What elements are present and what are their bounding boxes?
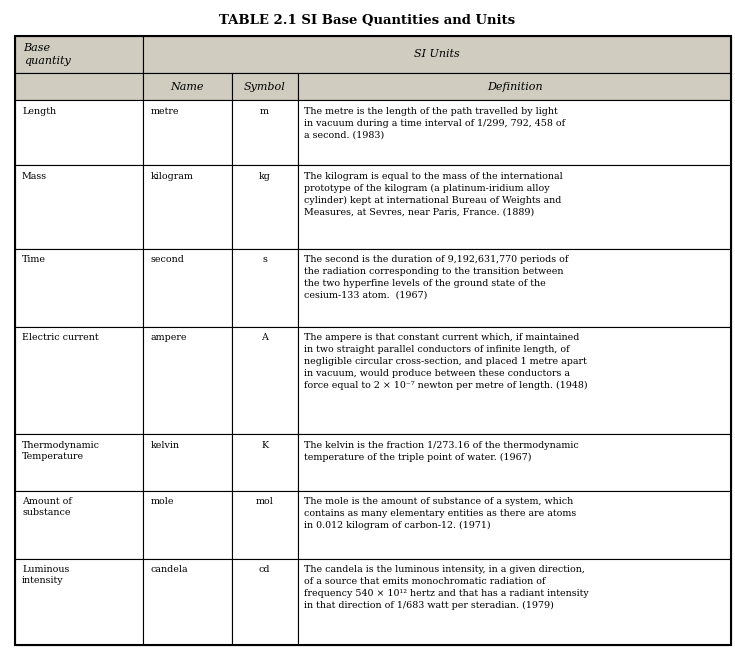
Bar — [15, 434, 143, 491]
Bar — [143, 165, 232, 249]
Bar — [232, 249, 298, 327]
Bar — [143, 73, 232, 100]
Bar — [143, 434, 232, 491]
Text: Time: Time — [22, 255, 46, 264]
Bar — [15, 165, 143, 249]
Bar — [15, 73, 143, 100]
Text: The kilogram is equal to the mass of the international
prototype of the kilogram: The kilogram is equal to the mass of the… — [304, 172, 562, 216]
Bar — [298, 559, 731, 645]
Bar — [232, 165, 298, 249]
Text: Electric current: Electric current — [22, 333, 98, 342]
Text: candela: candela — [151, 565, 188, 574]
Text: cd: cd — [259, 565, 270, 574]
Bar — [15, 36, 143, 73]
Text: ampere: ampere — [151, 333, 187, 342]
Text: A: A — [261, 333, 268, 342]
Text: kelvin: kelvin — [151, 441, 179, 450]
Text: Definition: Definition — [487, 82, 542, 92]
Text: The candela is the luminous intensity, in a given direction,
of a source that em: The candela is the luminous intensity, i… — [304, 565, 588, 610]
Text: kg: kg — [259, 172, 270, 181]
Text: TABLE 2.1 SI Base Quantities and Units: TABLE 2.1 SI Base Quantities and Units — [220, 14, 515, 27]
Text: Amount of
substance: Amount of substance — [22, 497, 72, 517]
Bar — [143, 327, 232, 434]
Bar — [15, 327, 143, 434]
Text: mole: mole — [151, 497, 174, 506]
Text: The kelvin is the fraction 1/273.16 of the thermodynamic
temperature of the trip: The kelvin is the fraction 1/273.16 of t… — [304, 441, 578, 461]
Text: Name: Name — [171, 82, 204, 92]
Bar — [232, 327, 298, 434]
Text: Symbol: Symbol — [244, 82, 285, 92]
Bar — [232, 559, 298, 645]
Bar — [143, 100, 232, 165]
Bar — [298, 73, 731, 100]
Bar — [15, 559, 143, 645]
Text: Base
quantity: Base quantity — [24, 43, 71, 65]
Bar — [232, 100, 298, 165]
Text: metre: metre — [151, 107, 179, 116]
Bar — [143, 559, 232, 645]
Text: Thermodynamic
Temperature: Thermodynamic Temperature — [22, 441, 100, 461]
Text: The second is the duration of 9,192,631,770 periods of
the radiation correspondi: The second is the duration of 9,192,631,… — [304, 255, 568, 300]
Bar — [232, 73, 298, 100]
Bar — [232, 491, 298, 559]
Bar — [143, 249, 232, 327]
Bar — [298, 327, 731, 434]
Bar — [298, 434, 731, 491]
Text: Mass: Mass — [22, 172, 47, 181]
Text: Luminous
intensity: Luminous intensity — [22, 565, 69, 585]
Bar — [298, 249, 731, 327]
Bar — [143, 491, 232, 559]
Text: mol: mol — [256, 497, 273, 506]
Text: m: m — [260, 107, 269, 116]
Text: The ampere is that constant current which, if maintained
in two straight paralle: The ampere is that constant current whic… — [304, 333, 587, 389]
Text: second: second — [151, 255, 184, 264]
Text: s: s — [262, 255, 267, 264]
Bar — [15, 491, 143, 559]
Bar — [15, 249, 143, 327]
Text: The metre is the length of the path travelled by light
in vacuum during a time i: The metre is the length of the path trav… — [304, 107, 564, 139]
Text: K: K — [261, 441, 268, 450]
Text: kilogram: kilogram — [151, 172, 193, 181]
Text: SI Units: SI Units — [415, 49, 460, 60]
Bar — [298, 165, 731, 249]
Text: Length: Length — [22, 107, 56, 116]
Bar — [298, 491, 731, 559]
Bar — [143, 36, 731, 73]
Bar — [298, 100, 731, 165]
Bar — [232, 434, 298, 491]
Text: The mole is the amount of substance of a system, which
contains as many elementa: The mole is the amount of substance of a… — [304, 497, 576, 530]
Bar — [15, 100, 143, 165]
